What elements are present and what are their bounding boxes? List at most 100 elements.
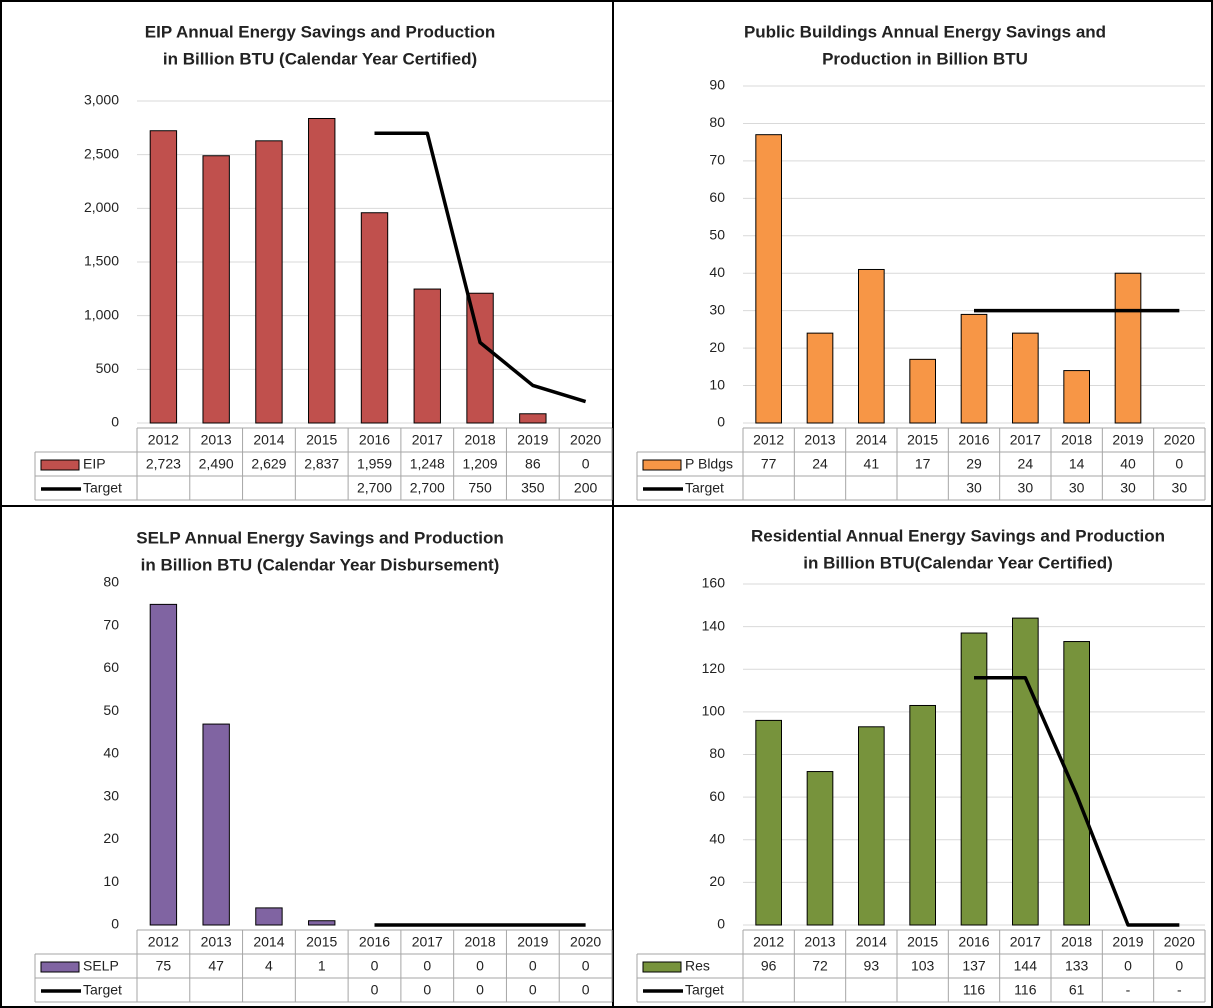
data-label: 0 [1175, 456, 1183, 472]
x-tick-label: 2014 [856, 934, 887, 950]
data-label: 86 [525, 456, 541, 472]
data-label: 41 [864, 456, 880, 472]
x-tick-label: 2018 [1061, 432, 1092, 448]
x-tick-label: 2018 [464, 432, 495, 448]
bar [755, 134, 782, 424]
y-tick-label: 80 [709, 114, 725, 130]
bar [1063, 370, 1091, 424]
data-label: 0 [582, 456, 590, 472]
y-tick-label: 0 [111, 916, 119, 932]
chart-title: Production in Billion BTU [822, 49, 1028, 68]
x-tick-label: 2012 [753, 432, 784, 448]
y-tick-label: 60 [103, 659, 119, 675]
y-tick-label: 160 [702, 575, 726, 591]
x-tick-label: 2017 [1010, 934, 1041, 950]
data-label: 2,629 [251, 456, 286, 472]
y-tick-label: 20 [709, 339, 725, 355]
legend-key [642, 961, 682, 973]
bar [466, 292, 494, 424]
y-tick-label: 0 [717, 414, 725, 430]
y-tick-label: 10 [709, 376, 725, 392]
data-label: 75 [156, 958, 172, 974]
x-tick-label: 2017 [1010, 432, 1041, 448]
x-tick-label: 2013 [201, 432, 232, 448]
x-tick-label: 2020 [570, 432, 601, 448]
x-tick-label: 2020 [1164, 934, 1195, 950]
data-label: 350 [521, 480, 545, 496]
data-label: 47 [208, 958, 224, 974]
data-label: - [1177, 982, 1182, 998]
data-label: 30 [1069, 480, 1085, 496]
y-tick-label: 50 [103, 702, 119, 718]
data-label: 1 [318, 958, 326, 974]
y-tick-label: 2,000 [84, 199, 119, 215]
data-label: 0 [476, 958, 484, 974]
data-label: 103 [911, 958, 935, 974]
legend-label: Target [685, 480, 724, 496]
data-label: 14 [1069, 456, 1085, 472]
chart-title: in Billion BTU (Calendar Year Disburseme… [141, 555, 500, 574]
chart-title: Residential Annual Energy Savings and Pr… [751, 526, 1165, 545]
data-label: 4 [265, 958, 273, 974]
x-tick-label: 2014 [253, 432, 284, 448]
y-tick-label: 80 [709, 745, 725, 761]
bar [806, 332, 834, 424]
x-tick-label: 2019 [517, 432, 548, 448]
chart-title: Public Buildings Annual Energy Savings a… [744, 22, 1106, 41]
bar [909, 358, 936, 424]
x-tick-label: 2014 [253, 934, 284, 950]
x-tick-label: 2013 [804, 432, 835, 448]
bar [909, 704, 936, 926]
data-label: 0 [1124, 958, 1132, 974]
bar [1012, 617, 1039, 926]
data-label: 24 [1018, 456, 1034, 472]
bar [202, 723, 230, 926]
data-label: 137 [962, 958, 986, 974]
bar [858, 726, 885, 926]
legend-label: EIP [83, 456, 106, 472]
y-tick-label: 100 [702, 703, 726, 719]
x-tick-label: 2013 [804, 934, 835, 950]
legend-key [642, 459, 682, 471]
data-label: 96 [761, 958, 777, 974]
x-tick-label: 2020 [570, 934, 601, 950]
legend-label: SELP [83, 958, 119, 974]
data-label: 2,723 [146, 456, 181, 472]
data-label: 30 [1172, 480, 1188, 496]
data-label: 29 [966, 456, 982, 472]
x-tick-label: 2014 [856, 432, 887, 448]
data-label: 200 [574, 480, 598, 496]
y-tick-label: 70 [709, 152, 725, 168]
x-tick-label: 2018 [464, 934, 495, 950]
target-line [374, 131, 587, 404]
bar [960, 632, 988, 926]
y-tick-label: 50 [709, 226, 725, 242]
data-label: 750 [468, 480, 492, 496]
x-tick-label: 2019 [517, 934, 548, 950]
data-label: 30 [1018, 480, 1034, 496]
y-tick-label: 70 [103, 616, 119, 632]
data-label: 0 [582, 982, 590, 998]
y-tick-label: 90 [709, 77, 725, 93]
y-tick-label: 30 [103, 787, 119, 803]
y-tick-label: 3,000 [84, 92, 119, 108]
chart-title: SELP Annual Energy Savings and Productio… [136, 528, 503, 547]
data-label: 133 [1065, 958, 1089, 974]
y-tick-label: 20 [709, 873, 725, 889]
bar [202, 155, 230, 424]
y-tick-label: 2,500 [84, 145, 119, 161]
data-label: 30 [1120, 480, 1136, 496]
bar [308, 920, 336, 926]
data-label: 61 [1069, 982, 1085, 998]
data-label: 77 [761, 456, 777, 472]
bar [149, 130, 178, 424]
bar [806, 771, 834, 926]
x-tick-label: 2016 [359, 432, 390, 448]
data-label: 0 [371, 982, 379, 998]
data-label: 0 [529, 982, 537, 998]
data-label: 0 [582, 958, 590, 974]
bar [308, 117, 336, 424]
y-tick-label: 60 [709, 189, 725, 205]
data-label: 40 [1120, 456, 1136, 472]
chart-title: in Billion BTU(Calendar Year Certified) [803, 553, 1113, 572]
